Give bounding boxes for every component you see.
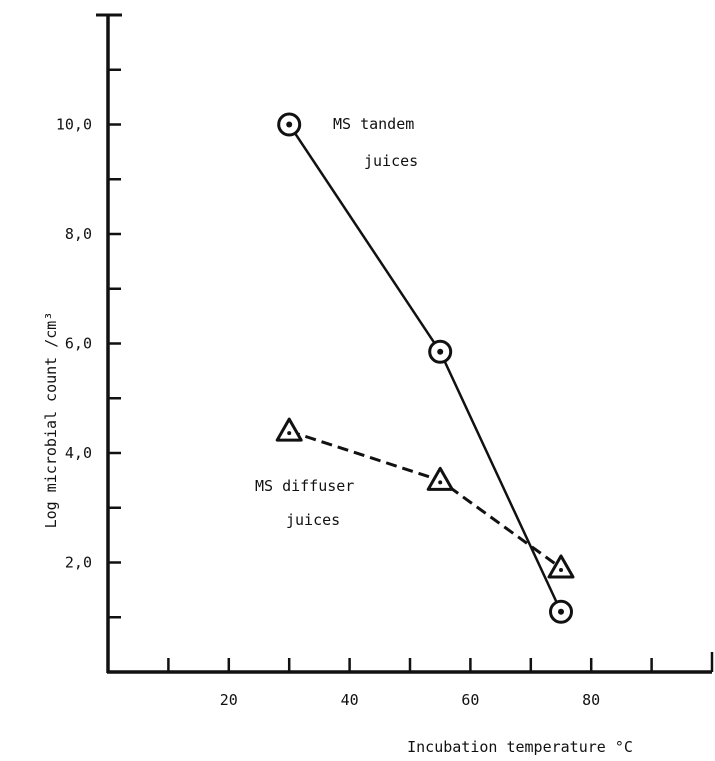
data-point-0-1 bbox=[428, 339, 453, 364]
triangle-marker bbox=[547, 554, 575, 579]
axes bbox=[96, 13, 712, 674]
data-point-1-1 bbox=[426, 466, 454, 491]
circle-marker-dot bbox=[437, 348, 444, 355]
y-axis-title: Log microbial count /cm³ bbox=[42, 312, 60, 529]
series-label-diffuser-line2: juices bbox=[286, 511, 340, 529]
triangle-marker-dot bbox=[438, 480, 443, 485]
data-point-0-0 bbox=[277, 112, 302, 137]
x-tick-label-60: 60 bbox=[461, 691, 479, 709]
x-tick-label-80: 80 bbox=[582, 691, 600, 709]
series-line-1 bbox=[288, 429, 562, 570]
y-ticks: 2,0 4,0 6,0 8,0 10,0 bbox=[56, 68, 121, 619]
series-label-tandem-line2: juices bbox=[364, 152, 418, 170]
x-ticks: 20 40 60 80 bbox=[167, 652, 714, 709]
circle-marker-dot bbox=[558, 608, 564, 615]
y-tick-label-3: 8,0 bbox=[65, 225, 92, 243]
x-tick-label-20: 20 bbox=[220, 691, 238, 709]
triangle-marker-dot bbox=[559, 567, 563, 572]
y-tick-label-0: 2,0 bbox=[65, 554, 92, 572]
data-point-1-0 bbox=[275, 417, 303, 442]
series-label-tandem-line1: MS tandem bbox=[333, 115, 414, 133]
triangle-marker bbox=[275, 417, 303, 442]
series-label-diffuser-line1: MS diffuser bbox=[255, 477, 354, 495]
triangle-marker-dot bbox=[287, 431, 292, 436]
y-tick-label-1: 4,0 bbox=[65, 444, 92, 462]
data-point-1-2 bbox=[547, 554, 575, 579]
circle-marker-dot bbox=[286, 121, 293, 128]
y-tick-label-2: 6,0 bbox=[65, 335, 92, 353]
series-layer bbox=[275, 112, 575, 624]
data-point-0-2 bbox=[549, 599, 573, 624]
x-tick-label-40: 40 bbox=[341, 691, 359, 709]
x-axis-title: Incubation temperature °C bbox=[407, 738, 633, 756]
triangle-marker bbox=[426, 466, 454, 491]
y-tick-label-4: 10,0 bbox=[56, 116, 92, 134]
